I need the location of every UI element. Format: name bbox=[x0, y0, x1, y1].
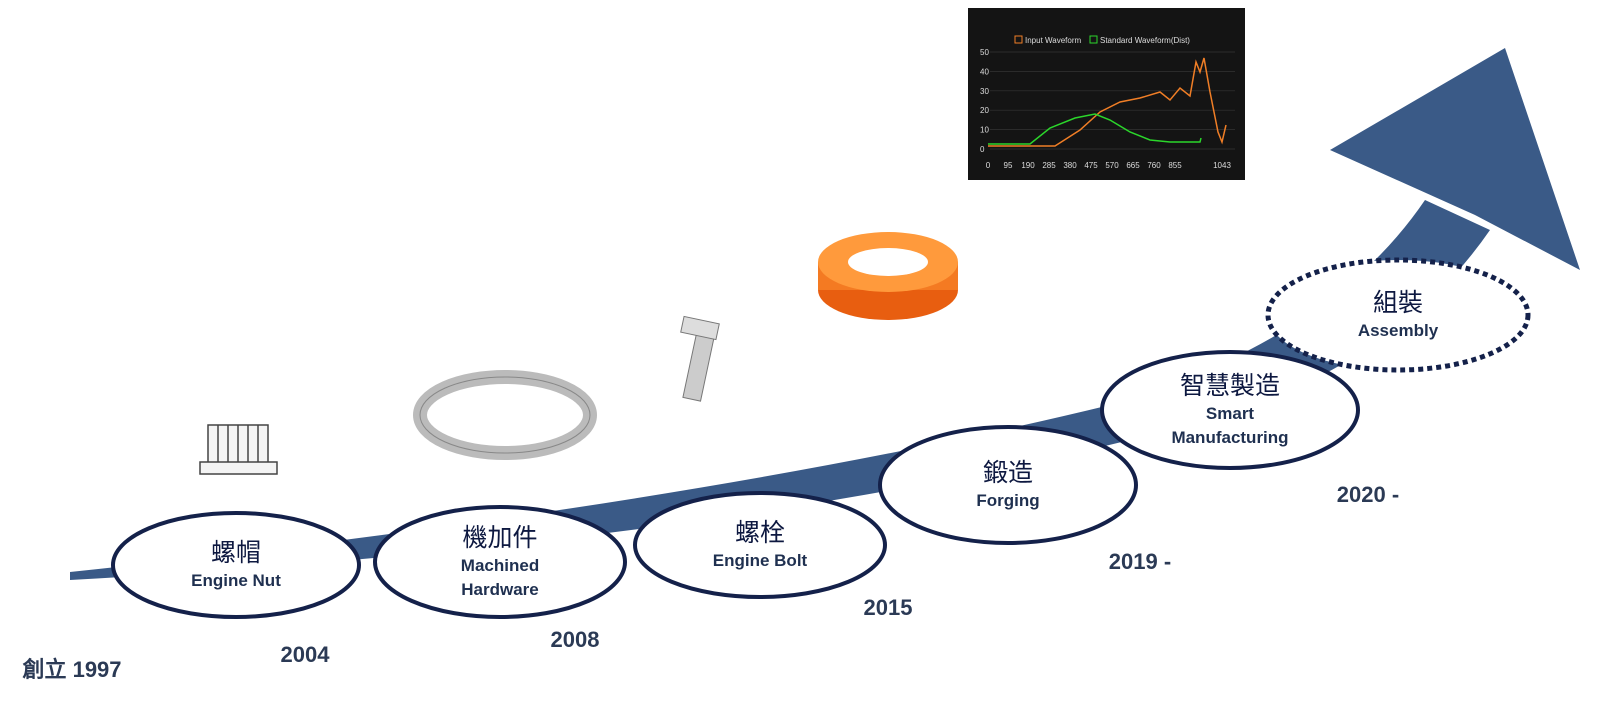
legend-label: Input Waveform bbox=[1025, 36, 1082, 45]
x-tick-label: 665 bbox=[1126, 161, 1140, 170]
milestone-label: 螺栓 Engine Bolt bbox=[680, 517, 840, 573]
milestone-ellipse bbox=[1265, 257, 1531, 373]
milestone-year: 2019 - bbox=[1108, 549, 1172, 574]
milestone-zh: 螺栓 bbox=[734, 518, 785, 547]
milestone-label: 機加件 Machined Hardware bbox=[445, 522, 555, 602]
milestone-zh: 智慧製造 bbox=[1179, 371, 1280, 400]
milestone-ellipse bbox=[633, 491, 887, 599]
milestone-zh: 組裝 bbox=[1372, 288, 1423, 317]
x-tick-label: 190 bbox=[1021, 161, 1035, 170]
milestone-label: 智慧製造 Smart Manufacturing bbox=[1150, 370, 1310, 450]
x-tick-label: 95 bbox=[1004, 161, 1013, 170]
milestone-en: Assembly bbox=[1357, 321, 1439, 340]
x-tick-label: 0 bbox=[986, 161, 991, 170]
x-tick-label: 855 bbox=[1168, 161, 1182, 170]
legend-swatch bbox=[1014, 35, 1023, 44]
milestone-en: Engine Bolt bbox=[712, 551, 808, 570]
y-tick-label: 10 bbox=[980, 126, 989, 135]
y-tick-label: 40 bbox=[980, 67, 989, 76]
standard-waveform bbox=[988, 113, 1202, 145]
legend-swatch bbox=[1089, 35, 1098, 44]
milestone-en: Machined Hardware bbox=[460, 556, 540, 599]
founded-label: 創立 1997 bbox=[22, 657, 122, 682]
milestone-label: 螺帽 Engine Nut bbox=[176, 537, 296, 593]
y-tick-label: 30 bbox=[980, 87, 989, 96]
nut-icon bbox=[199, 424, 278, 475]
milestone-ellipse bbox=[878, 425, 1138, 545]
forging-icon bbox=[818, 232, 958, 320]
milestone-en: Forging bbox=[976, 491, 1040, 510]
x-tick-label: 570 bbox=[1105, 161, 1119, 170]
milestone-year: 2004 bbox=[280, 642, 330, 667]
x-tick-label: 1043 bbox=[1213, 161, 1231, 170]
bolt-icon bbox=[680, 315, 720, 402]
milestone-label: 鍛造 Forging bbox=[928, 457, 1088, 513]
x-tick-label: 475 bbox=[1084, 161, 1098, 170]
milestone-zh: 機加件 bbox=[462, 523, 538, 552]
legend-label: Standard Waveform(Dist) bbox=[1100, 36, 1190, 45]
x-tick-label: 760 bbox=[1147, 161, 1161, 170]
x-tick-label: 380 bbox=[1063, 161, 1077, 170]
milestone-en: Smart Manufacturing bbox=[1171, 404, 1289, 447]
milestone-label: 組裝 Assembly bbox=[1318, 287, 1478, 343]
input-waveform bbox=[988, 57, 1227, 147]
milestone-ellipse bbox=[1100, 350, 1360, 470]
milestone-ellipse bbox=[373, 505, 627, 619]
y-tick-label: 50 bbox=[980, 48, 989, 57]
y-tick-label: 20 bbox=[980, 106, 989, 115]
milestone-en: Engine Nut bbox=[191, 571, 281, 590]
milestone-year: 2015 bbox=[863, 595, 913, 620]
y-tick-label: 0 bbox=[980, 145, 985, 154]
milestone-ellipse bbox=[111, 511, 361, 619]
milestone-year: 2008 bbox=[550, 627, 600, 652]
ring-icon bbox=[413, 370, 597, 460]
waveform-chart: Input Waveform Standard Waveform(Dist) 50 4… bbox=[968, 8, 1245, 180]
growth-arrow-head bbox=[1330, 48, 1580, 270]
milestone-zh: 螺帽 bbox=[210, 538, 261, 567]
milestone-year: 2020 - bbox=[1336, 482, 1400, 507]
x-tick-label: 285 bbox=[1042, 161, 1056, 170]
milestone-zh: 鍛造 bbox=[982, 458, 1033, 487]
